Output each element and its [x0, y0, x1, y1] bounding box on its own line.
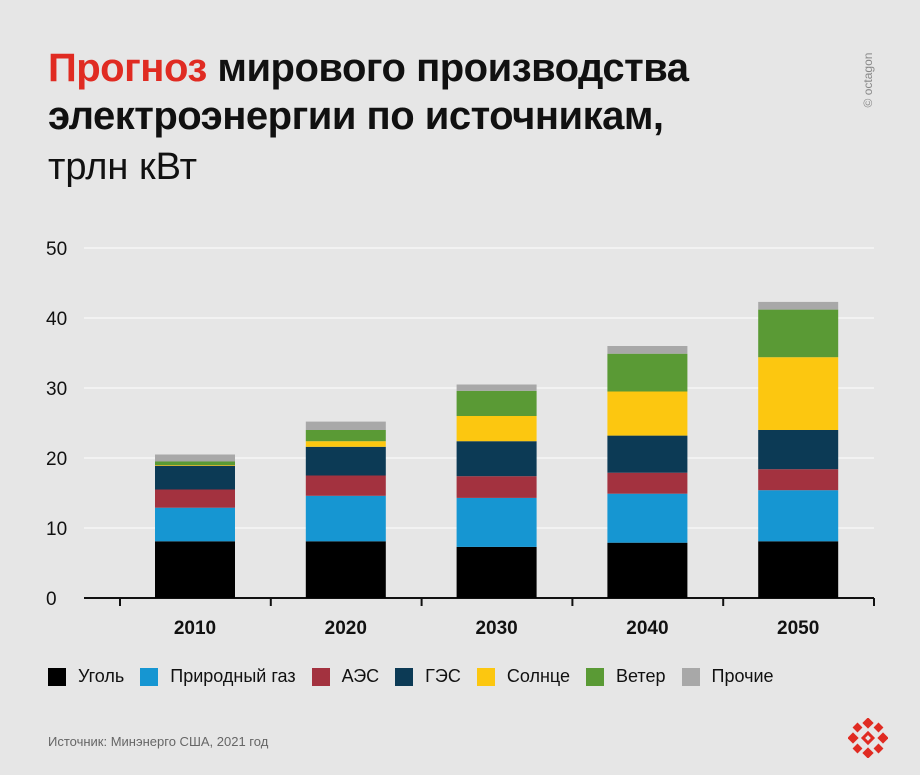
bar-segment: [456, 441, 537, 477]
bar-segment: [758, 357, 839, 430]
bar-segment: [456, 546, 537, 598]
bar-segment: [305, 475, 386, 496]
legend-swatch: [311, 667, 330, 686]
bar-segment: [758, 469, 839, 491]
octagon-logo-icon: [848, 718, 888, 758]
chart-legend: Уголь Природный газ АЭС ГЭС Солнце Ветер Прочи…: [48, 666, 790, 687]
legend-swatch: [476, 667, 495, 686]
legend-label: Солнце: [506, 666, 571, 686]
legend-entry: Уголь: [48, 666, 124, 687]
legend-label: Уголь: [78, 666, 125, 686]
x-tick-label: 2030: [475, 618, 517, 639]
legend-swatch: [586, 667, 605, 686]
bar-segment: [155, 461, 235, 465]
legend-entry: Ветер: [586, 666, 666, 687]
legend-label: АЭС: [341, 666, 380, 686]
bar-segment: [456, 476, 537, 498]
x-tick-label: 2020: [325, 618, 367, 639]
y-tick-label: 40: [46, 309, 67, 330]
y-tick-label: 10: [46, 519, 67, 540]
bar-segment: [758, 301, 839, 310]
bar-segment: [607, 346, 688, 354]
legend-entry: Природный газ: [140, 666, 296, 687]
bar-segment: [758, 490, 839, 542]
bar-segment: [607, 353, 688, 392]
x-tick-label: 2010: [174, 618, 216, 639]
bar-segment: [456, 390, 537, 416]
bar-segment: [305, 541, 386, 598]
bar-segment: [758, 541, 839, 598]
bar-segment: [155, 507, 235, 542]
bar-segment: [456, 497, 537, 547]
legend-label: ГЭС: [425, 666, 461, 686]
bar-segment: [305, 430, 386, 442]
y-tick-label: 50: [46, 239, 67, 260]
x-tick-label: 2040: [626, 618, 668, 639]
bar-segment: [155, 489, 235, 508]
bar-segment: [305, 446, 386, 476]
title-highlight: Прогноз: [48, 46, 207, 90]
legend-swatch: [48, 667, 66, 686]
bar-segment: [305, 441, 386, 447]
bar-segment: [305, 421, 386, 430]
y-tick-label: 20: [46, 449, 67, 470]
bar-segment: [155, 454, 235, 462]
bar-segment: [607, 493, 688, 543]
legend-entry: Солнце: [476, 666, 571, 687]
y-tick-label: 0: [46, 589, 57, 610]
chart-unit: трлн кВт: [48, 146, 198, 188]
legend-entry: Прочие: [681, 666, 774, 687]
bar-segment: [305, 495, 386, 542]
x-tick-label: 2050: [777, 618, 819, 639]
legend-swatch: [681, 667, 700, 686]
legend-swatch: [395, 667, 414, 686]
bar-segment: [607, 435, 688, 473]
bar-segment: [607, 391, 688, 436]
legend-label: Ветер: [616, 666, 666, 686]
title-line2: электроэнергии по источникам,: [48, 94, 664, 138]
bar-segment: [155, 465, 235, 490]
legend-label: Прочие: [711, 666, 774, 686]
legend-entry: АЭС: [311, 666, 380, 687]
bar-segment: [155, 541, 235, 598]
source-note: Источник: Минэнерго США, 2021 год: [48, 734, 269, 749]
bar-segment: [456, 384, 537, 391]
legend-swatch: [140, 667, 159, 686]
legend-label: Природный газ: [170, 666, 296, 686]
bar-segment: [155, 465, 235, 466]
y-tick-label: 30: [46, 379, 67, 400]
bar-segment: [607, 542, 688, 598]
title-line1-rest: мирового производства: [206, 46, 689, 90]
bar-segment: [456, 416, 537, 442]
chart-title: Прогноз мирового производства электроэне…: [48, 44, 689, 140]
bar-segment: [758, 309, 839, 358]
bar-segment: [607, 472, 688, 494]
legend-entry: ГЭС: [395, 666, 461, 687]
bar-segment: [758, 430, 839, 470]
